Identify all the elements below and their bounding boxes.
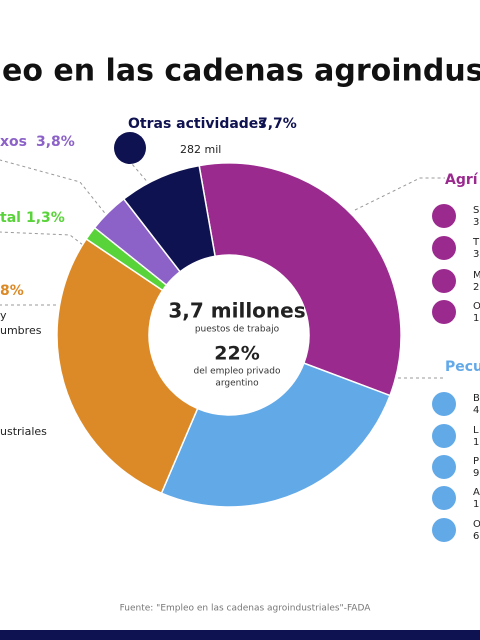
value-label: 1,3%: [26, 210, 65, 226]
item-text: S: [473, 205, 479, 216]
donut-segment: [122, 164, 216, 273]
category-label: Pecu: [445, 359, 480, 375]
category-label: Agrí: [445, 172, 479, 188]
item-text: 1: [473, 313, 479, 324]
source: Fuente: "Empleo en las cadenas agroindus…: [120, 604, 372, 614]
annotation: ustriales: [0, 425, 47, 438]
item-text: P: [473, 456, 479, 467]
item-text: M: [473, 270, 480, 281]
leader-line: [0, 231, 93, 253]
item-icon: [432, 392, 456, 416]
title: eo en las cadenas agroindustri: [2, 54, 480, 89]
item-text: 3: [473, 249, 479, 260]
center-text: 3,7 millones: [168, 299, 305, 323]
item-text: 6: [473, 531, 479, 542]
item-text: 2: [473, 282, 479, 293]
item-text: O: [473, 519, 480, 530]
category-label: xos: [0, 134, 27, 150]
leader-line: [354, 177, 445, 211]
annotation: y: [0, 309, 7, 322]
donut-segment: [160, 362, 391, 508]
annotation: 8%: [0, 283, 24, 299]
item-icon: [432, 236, 456, 260]
center-text: puestos de trabajo: [195, 325, 280, 335]
center-text: argentino: [215, 379, 259, 389]
value-label: 7,7%: [258, 116, 297, 132]
donut-segment: [56, 237, 199, 495]
item-text: 1: [473, 499, 479, 510]
annotation: umbres: [0, 324, 42, 337]
item-text: 1: [473, 437, 479, 448]
category-label: Otras actividades: [128, 116, 267, 132]
icon: [114, 132, 146, 164]
item-text: A: [473, 487, 480, 498]
item-icon: [432, 455, 456, 479]
item-icon: [432, 518, 456, 542]
annotation: 282 mil: [180, 143, 221, 156]
value-label: 3,8%: [36, 134, 75, 150]
item-text: T: [472, 237, 480, 248]
center-text: del empleo privado: [193, 367, 281, 377]
item-text: 4: [473, 405, 479, 416]
item-icon: [432, 300, 456, 324]
item-icon: [432, 269, 456, 293]
footer-bar: [0, 630, 480, 640]
item-icon: [432, 424, 456, 448]
item-text: 9: [473, 468, 479, 479]
item-icon: [432, 486, 456, 510]
item-text: L: [473, 425, 479, 436]
item-text: O: [473, 301, 480, 312]
item-text: 3: [473, 217, 479, 228]
category-label: tal: [0, 210, 21, 226]
item-text: B: [473, 393, 480, 404]
center-text: 22%: [214, 343, 259, 365]
item-icon: [432, 204, 456, 228]
donut-segment: [198, 162, 402, 397]
